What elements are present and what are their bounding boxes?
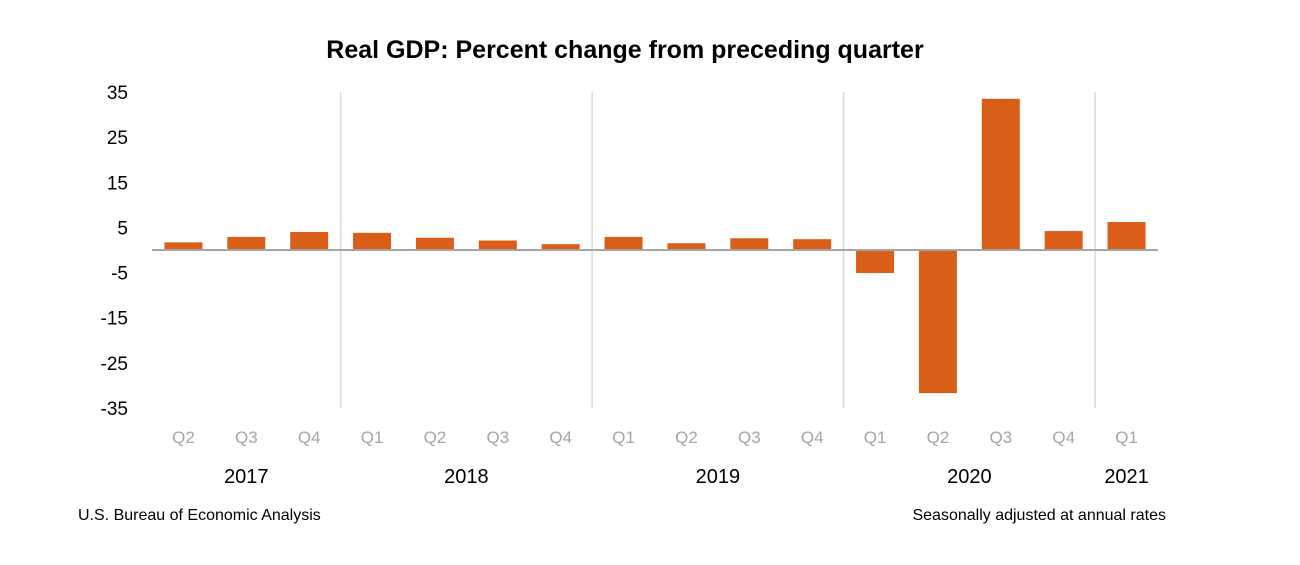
bar-2018-q2 — [415, 237, 454, 250]
x-tick-year: 2019 — [696, 466, 741, 488]
x-tick-quarter: Q3 — [486, 428, 509, 447]
bar-2019-q1 — [604, 236, 643, 250]
x-tick-quarter: Q1 — [864, 428, 887, 447]
y-tick-label: 35 — [107, 83, 128, 104]
bar-2020-q1 — [856, 250, 895, 274]
x-tick-year: 2021 — [1104, 466, 1149, 488]
adjustment-note: Seasonally adjusted at annual rates — [912, 507, 1166, 524]
x-tick-quarter: Q3 — [989, 428, 1012, 447]
bars — [164, 98, 1146, 394]
x-axis: Q2 Q3 Q4 Q1 Q2 Q3 Q4 Q1 Q2 Q3 Q4 Q1 Q2 Q3 Q4 Q1 2017 2018… — [172, 428, 1149, 488]
x-tick-quarter: Q3 — [235, 428, 258, 447]
x-tick-year: 2018 — [444, 466, 489, 488]
x-tick-quarter: Q2 — [675, 428, 698, 447]
x-tick-quarter: Q4 — [549, 428, 572, 447]
x-tick-quarter: Q1 — [361, 428, 384, 447]
x-tick-quarter: Q4 — [1052, 428, 1075, 447]
bar-2018-q4 — [541, 244, 580, 250]
bar-2020-q3 — [981, 98, 1020, 251]
bar-2020-q4 — [1044, 231, 1083, 250]
y-tick-label: -15 — [101, 309, 128, 330]
bar-2017-q4 — [290, 231, 329, 250]
bar-2019-q2 — [667, 243, 706, 250]
x-tick-quarter: Q4 — [801, 428, 824, 447]
x-tick-quarter: Q2 — [424, 428, 447, 447]
x-tick-quarter: Q3 — [738, 428, 761, 447]
x-tick-year: 2017 — [224, 466, 269, 488]
bar-2019-q4 — [793, 239, 832, 250]
x-tick-year: 2020 — [947, 466, 992, 488]
bar-2017-q3 — [227, 236, 266, 250]
x-tick-quarter: Q2 — [927, 428, 950, 447]
y-tick-label: -25 — [101, 354, 128, 375]
y-tick-label: 5 — [117, 218, 128, 239]
bar-2019-q3 — [730, 238, 769, 250]
y-tick-label: 25 — [107, 128, 128, 149]
y-tick-label: -35 — [101, 399, 128, 420]
y-tick-label: 15 — [107, 173, 128, 194]
x-tick-quarter: Q1 — [1115, 428, 1138, 447]
bar-2018-q1 — [353, 232, 392, 250]
y-tick-label: -5 — [111, 264, 128, 285]
bar-2017-q2 — [164, 242, 203, 250]
chart-title: Real GDP: Percent change from preceding … — [326, 36, 924, 64]
x-tick-quarter: Q4 — [298, 428, 321, 447]
source-note: U.S. Bureau of Economic Analysis — [78, 507, 321, 524]
bar-2020-q2 — [918, 250, 957, 394]
x-tick-quarter: Q2 — [172, 428, 195, 447]
bar-2021-q1 — [1107, 222, 1146, 250]
x-tick-quarter: Q1 — [612, 428, 635, 447]
bar-2018-q3 — [478, 240, 517, 250]
y-axis: 35 25 15 5 -5 -15 -25 -35 — [101, 83, 128, 420]
